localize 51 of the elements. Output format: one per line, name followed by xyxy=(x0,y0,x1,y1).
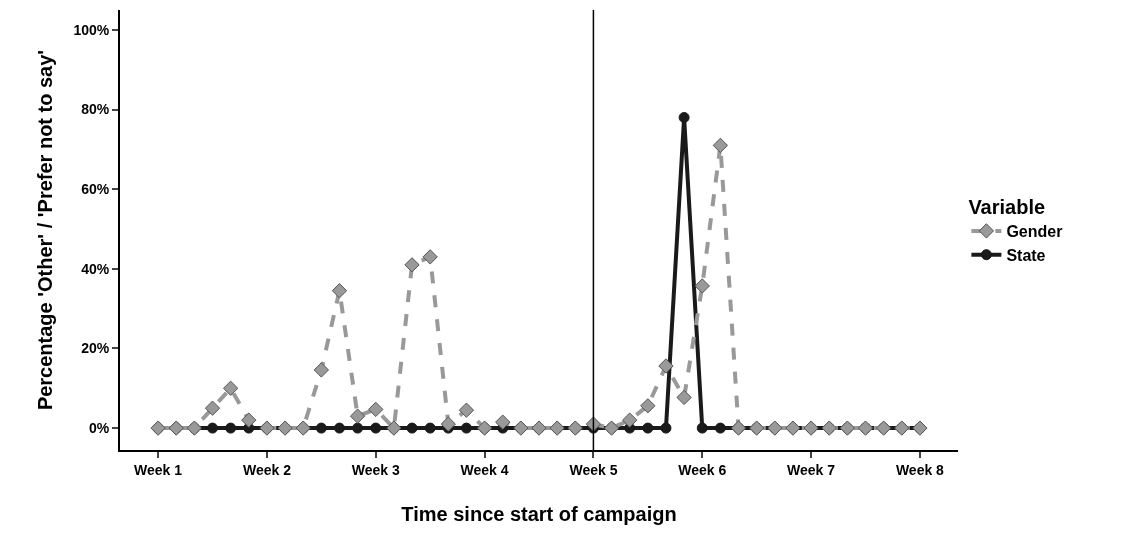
point xyxy=(676,389,692,406)
x-axis-title: Time since start of campaign xyxy=(401,502,677,525)
point xyxy=(315,422,327,434)
point xyxy=(495,414,511,430)
point xyxy=(678,112,690,124)
point xyxy=(460,422,472,434)
point xyxy=(352,422,364,434)
x-tick-label: Week 4 xyxy=(460,461,509,478)
point xyxy=(406,422,418,434)
x-tick-label: Week 2 xyxy=(242,461,292,478)
point xyxy=(370,422,382,434)
point xyxy=(640,398,656,414)
x-tick-label: Week 6 xyxy=(678,461,727,478)
y-axis-title: Percentage 'Other' / 'Prefer not to say' xyxy=(34,49,57,411)
point xyxy=(223,380,239,396)
x-tick-label: Week 7 xyxy=(787,461,836,478)
y-tick-label: 20% xyxy=(81,340,110,357)
point xyxy=(241,412,257,428)
point xyxy=(658,358,674,374)
x-tick-label: Week 8 xyxy=(895,461,945,478)
point xyxy=(642,422,654,434)
point xyxy=(207,422,219,434)
point xyxy=(696,422,708,434)
y-tick-label: 100% xyxy=(73,21,110,38)
point xyxy=(204,400,221,416)
point xyxy=(313,362,329,378)
point xyxy=(368,401,384,418)
legend-title: Variable xyxy=(968,196,1046,218)
legend-label: Gender xyxy=(1006,223,1063,241)
point xyxy=(333,422,345,434)
point xyxy=(422,249,438,265)
y-tick-label: 0% xyxy=(88,420,110,436)
y-tick-label: 60% xyxy=(81,181,110,198)
point xyxy=(458,402,475,418)
point xyxy=(440,416,456,432)
legend-label: State xyxy=(1006,246,1046,264)
point xyxy=(712,137,729,154)
point xyxy=(714,422,726,434)
point xyxy=(622,412,638,428)
y-tick-label: 40% xyxy=(81,260,110,277)
x-tick-label: Week 3 xyxy=(351,461,400,478)
point xyxy=(424,422,436,434)
point xyxy=(404,257,420,273)
point xyxy=(349,408,366,424)
point xyxy=(331,283,348,299)
x-tick-label: Week 5 xyxy=(569,461,618,478)
y-tick-label: 80% xyxy=(81,101,110,118)
point xyxy=(660,422,672,434)
point xyxy=(225,422,237,434)
point xyxy=(694,278,710,294)
x-tick-label: Week 1 xyxy=(134,461,183,478)
